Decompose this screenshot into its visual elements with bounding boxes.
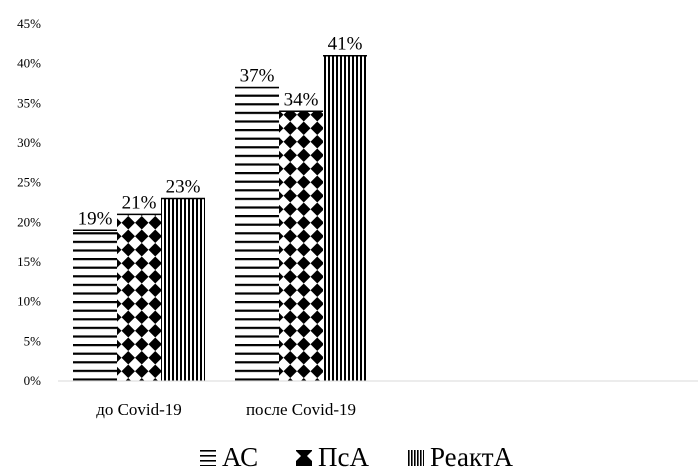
legend-swatch — [296, 450, 312, 466]
plot-area — [73, 54, 367, 382]
y-tick-label: 45% — [17, 16, 41, 31]
bar — [235, 87, 279, 381]
x-tick-label: после Covid-19 — [246, 400, 356, 419]
data-label: 23% — [166, 177, 201, 198]
data-label: 41% — [328, 34, 363, 55]
bar — [323, 55, 367, 381]
y-tick-label: 0% — [24, 373, 42, 388]
y-tick-label: 40% — [17, 56, 41, 71]
bar — [279, 111, 323, 382]
y-tick-label: 20% — [17, 214, 41, 229]
x-axis: до Covid-19 после Covid-19 — [96, 400, 356, 419]
legend-entry: РеактА — [430, 442, 514, 470]
data-label: 34% — [284, 89, 319, 110]
bar — [161, 198, 205, 381]
y-tick-label: 30% — [17, 135, 41, 150]
y-tick-label: 35% — [17, 95, 41, 110]
x-tick-label: до Covid-19 — [96, 400, 182, 419]
data-label: 37% — [240, 65, 275, 86]
legend: АС ПсА РеактА — [200, 442, 514, 470]
y-axis: 0% 5% 10% 15% 20% 25% 30% 35% 40% 45% — [17, 16, 41, 388]
y-tick-label: 15% — [17, 254, 41, 269]
y-tick-label: 10% — [17, 294, 41, 309]
data-labels: 19% 37% 21% 34% 23% 41% — [78, 34, 363, 230]
legend-entry: ПсА — [318, 442, 369, 470]
bar — [73, 230, 117, 381]
y-tick-label: 5% — [24, 333, 42, 348]
data-label: 21% — [122, 192, 157, 213]
legend-swatch — [408, 450, 424, 466]
legend-swatch — [200, 450, 216, 466]
data-label: 19% — [78, 208, 113, 229]
bar — [117, 214, 161, 381]
legend-entry: АС — [222, 442, 258, 470]
y-tick-label: 25% — [17, 175, 41, 190]
